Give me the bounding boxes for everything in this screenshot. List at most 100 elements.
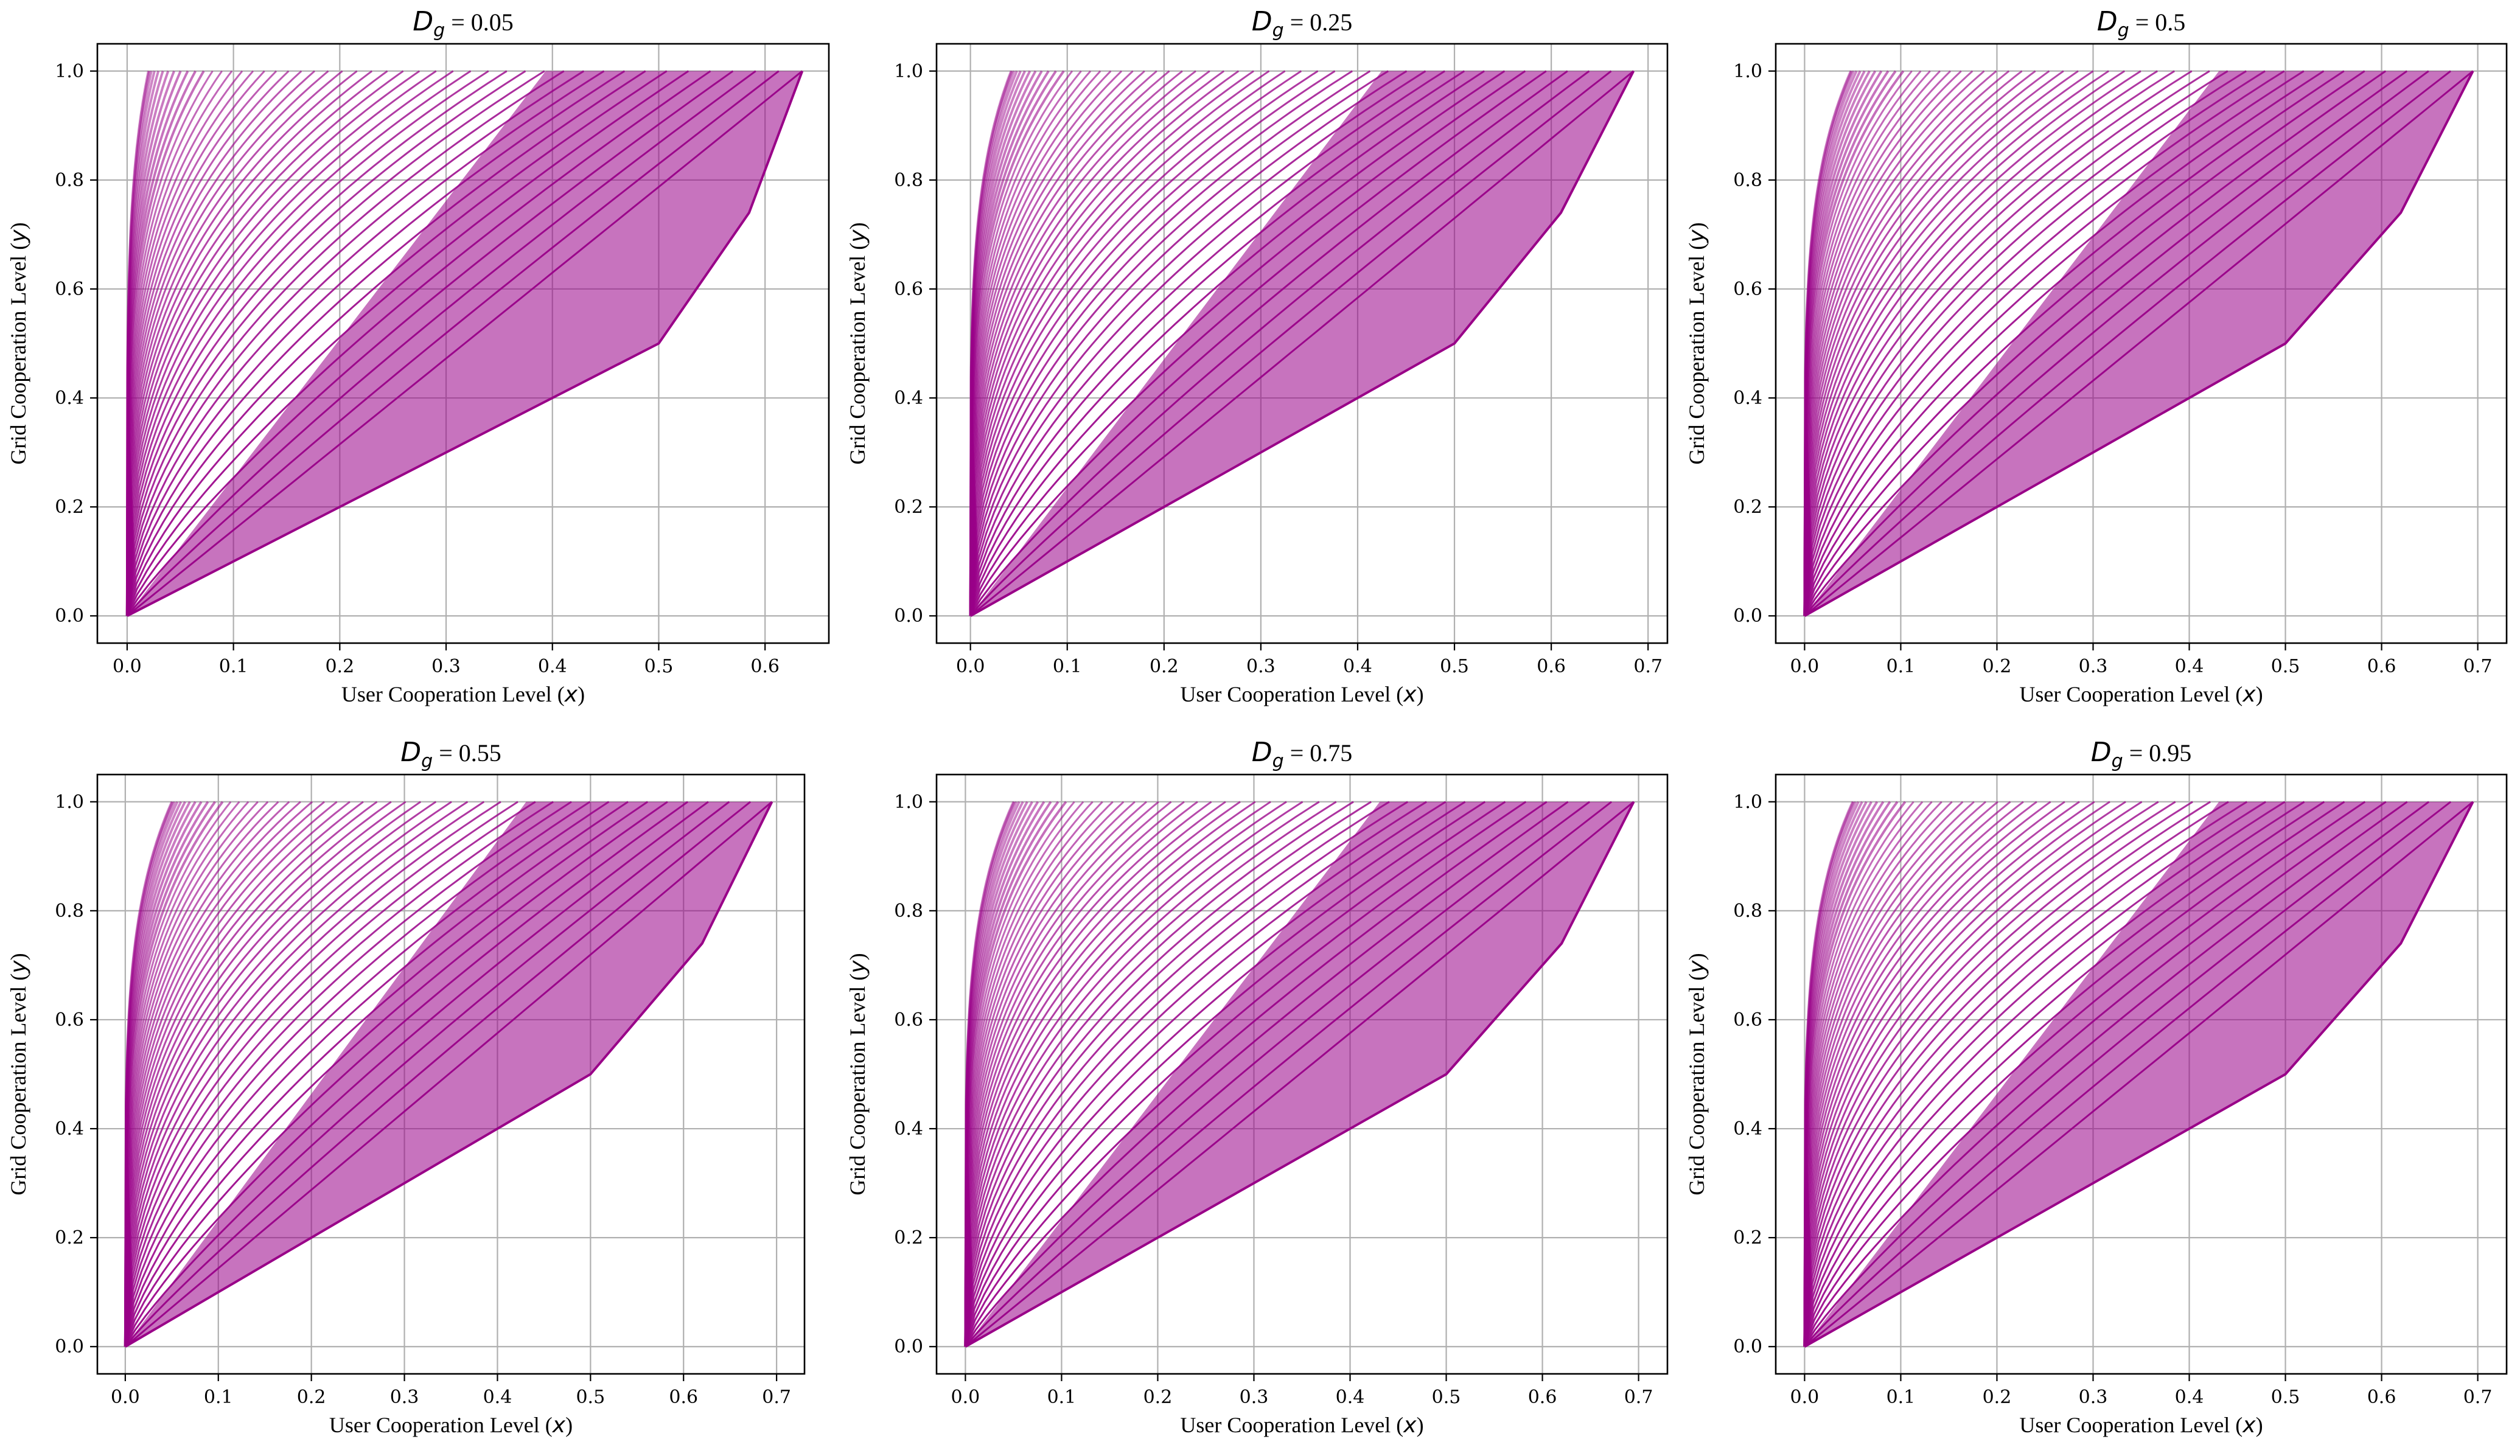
series-line [1803, 801, 1933, 1347]
series-line [964, 801, 1354, 1347]
series-line [969, 70, 1408, 616]
series-line [1803, 801, 1857, 1347]
y-tick-label: 0.2 [1733, 496, 1762, 518]
x-tick-label: 0.2 [1150, 656, 1179, 677]
title-value: = 0.55 [433, 739, 501, 767]
series-line [126, 70, 315, 616]
series-line [126, 70, 472, 616]
series-line [1803, 801, 2325, 1347]
x-tick-label: 0.2 [325, 656, 354, 677]
series-line [1803, 801, 2247, 1347]
series-line [126, 70, 223, 616]
title-subscript: g [433, 20, 445, 41]
series-line [1803, 801, 2011, 1347]
series-line [969, 70, 1286, 616]
series-line [126, 70, 646, 616]
series-line [969, 70, 1183, 616]
chart-title: Dg = 0.25 [1252, 6, 1353, 41]
y-tick-label: 0.8 [894, 900, 923, 922]
chart-title: Dg = 0.55 [400, 737, 501, 772]
series-line [1803, 70, 1905, 616]
series-line [1803, 801, 1964, 1347]
series-line [1803, 801, 1879, 1347]
title-subscript: g [2118, 20, 2129, 41]
x-tick-label: 0.1 [1887, 656, 1916, 677]
series-line [1803, 70, 1852, 616]
series-line [969, 71, 1016, 616]
series-line [1803, 801, 1924, 1347]
x-tick-label: 0.0 [111, 1387, 140, 1408]
series-line [1803, 70, 1883, 616]
series-line [124, 801, 173, 1347]
y-tick-label: 0.4 [55, 388, 84, 409]
series-line [969, 70, 1225, 616]
series-line [969, 70, 1353, 616]
title-subscript: g [1272, 20, 1284, 41]
series-line [1803, 801, 1914, 1347]
y-tick-label: 0.0 [55, 605, 84, 627]
series-line [1803, 801, 2176, 1347]
series-line [1803, 801, 2110, 1347]
series-line [1803, 70, 1952, 616]
series-line [969, 70, 1590, 616]
x-tick-label: 0.5 [1432, 1387, 1461, 1408]
series-line [1803, 801, 2286, 1347]
series-line [124, 801, 730, 1347]
y-tick-label: 0.6 [55, 279, 84, 300]
series-line [126, 70, 254, 616]
series-line [126, 70, 803, 617]
series-line [969, 70, 1057, 616]
series-line [1803, 70, 2023, 616]
y-tick-label: 0.2 [55, 1227, 84, 1249]
x-tick-label: 0.6 [750, 656, 780, 677]
series-line [969, 70, 1112, 616]
series-line [965, 801, 1635, 1348]
series-line [1803, 70, 2036, 616]
series-line [1803, 801, 2159, 1347]
series-line [964, 801, 1147, 1347]
series-line [1803, 70, 2285, 616]
series-line [1803, 70, 1962, 616]
y-tick-label: 0.4 [1733, 388, 1762, 409]
y-tick-label: 0.4 [1733, 1118, 1762, 1140]
series-line [964, 801, 1427, 1347]
series-line [969, 70, 1065, 616]
x-tick-label: 0.6 [2367, 656, 2396, 677]
series-line [1803, 801, 1873, 1347]
y-tick-label: 0.2 [1733, 1227, 1762, 1249]
y-tick-label: 0.8 [894, 170, 923, 191]
series-line [125, 70, 197, 616]
series-line [126, 70, 508, 616]
series-line [1803, 801, 2051, 1347]
chart-title: Dg = 0.95 [2091, 737, 2192, 772]
envelope-line [124, 801, 773, 1348]
x-tick-label: 0.4 [538, 656, 567, 677]
x-tick-label: 0.6 [1528, 1387, 1557, 1408]
x-tick-label: 0.1 [1047, 1387, 1077, 1408]
subplot-3: 0.0 0.1 0.2 0.3 0.4 0.5 0.6 0.7 0.0 0.2 0.4 0.6 0.8 1… [1684, 6, 2508, 707]
series-line [1803, 70, 2266, 616]
series-line [126, 70, 734, 616]
series-line [969, 71, 1013, 616]
series-line [969, 70, 1526, 616]
x-tick-label: 0.2 [1143, 1387, 1173, 1408]
series-line [1803, 70, 1858, 616]
series-line [1803, 801, 2366, 1347]
series-line [969, 70, 1319, 616]
series-line [126, 70, 437, 616]
series-line [124, 801, 338, 1347]
x-tick-label: 0.1 [204, 1387, 233, 1408]
series-line [1803, 70, 1853, 616]
x-axis-label: User Cooperation Level (x) [1180, 682, 1423, 707]
series-line [126, 70, 421, 616]
series-line [969, 70, 1082, 616]
series-line [124, 801, 176, 1347]
x-tick-label: 0.4 [483, 1387, 512, 1408]
series-line [964, 801, 1271, 1347]
series-line [1803, 70, 1922, 616]
series-line [1803, 801, 2345, 1347]
series-line [964, 801, 1256, 1347]
series-line [1803, 801, 1907, 1347]
series-line [1803, 70, 1871, 616]
series-line [1803, 70, 1974, 616]
